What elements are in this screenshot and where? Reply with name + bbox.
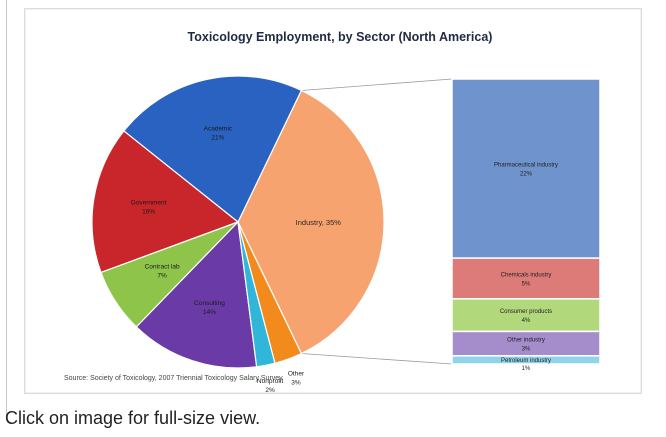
pie-label-government: Government	[131, 200, 167, 207]
pie-slice-academic	[123, 75, 303, 223]
breakdown-labels: Pharmaceutical industry 22% Chemicals indu…	[494, 163, 558, 372]
pie-labels: Industry, 35% Academic 21% Government 16% Con…	[131, 126, 342, 394]
breakdown-connector-lines	[301, 78, 453, 365]
bar-value-label-petroleum-industry: 1%	[522, 366, 531, 372]
bar-segment-other-industry	[451, 330, 601, 357]
pie-value-label-academic: 21%	[211, 135, 224, 142]
bar-label-petroleum-industry: Petroleum industry	[501, 358, 551, 364]
bar-value-label-pharmaceutical-industry: 22%	[520, 172, 533, 178]
left-divider	[6, 0, 7, 416]
pie-value-label-contract-lab: 7%	[157, 272, 167, 279]
pie-value-label-other: 3%	[291, 380, 301, 387]
bar-segment-consumer-products	[451, 298, 601, 333]
breakdown-bar	[451, 78, 601, 365]
connector-line-top	[301, 78, 453, 91]
source-note: Source: Society of Toxicology, 2007 Trie…	[64, 375, 283, 382]
pie-slice-industry	[237, 89, 385, 355]
bar-label-pharmaceutical-industry: Pharmaceutical industry	[494, 163, 558, 169]
bar-value-label-other-industry: 3%	[522, 347, 531, 353]
bar-label-consumer-products: Consumer products	[500, 309, 552, 315]
bar-label-other-industry: Other industry	[507, 338, 545, 344]
pie-slice-consulting	[135, 220, 258, 369]
bar-segment-chemicals-industry	[451, 257, 601, 300]
connector-line-bottom	[301, 353, 453, 365]
pie-label-academic: Academic	[204, 126, 233, 133]
bar-value-label-chemicals-industry: 5%	[522, 282, 531, 288]
pie-label-other: Other	[288, 371, 305, 378]
pie-slice-other	[237, 221, 303, 364]
pie-slice-government	[91, 130, 240, 274]
pie-value-label-consulting: 14%	[203, 309, 216, 316]
pie-label-nonprofit: Nonprofit	[257, 378, 284, 385]
caption-link-text[interactable]: Click on image for full-size view.	[5, 408, 261, 428]
pie-value-label-nonprofit: 2%	[265, 387, 275, 394]
bar-value-label-consumer-products: 4%	[522, 318, 531, 324]
pie-slices	[91, 75, 385, 369]
bar-label-chemicals-industry: Chemicals industry	[501, 273, 552, 279]
bar-segment-petroleum-industry	[451, 355, 601, 365]
pie-label-consulting: Consulting	[194, 300, 225, 307]
pie-label-contract-lab: Contract lab	[145, 263, 180, 270]
chart-title: Toxicology Employment, by Sector (North …	[188, 30, 493, 44]
pie-value-label-government: 16%	[142, 209, 155, 216]
pie-label-industry: Industry, 35%	[296, 218, 342, 227]
